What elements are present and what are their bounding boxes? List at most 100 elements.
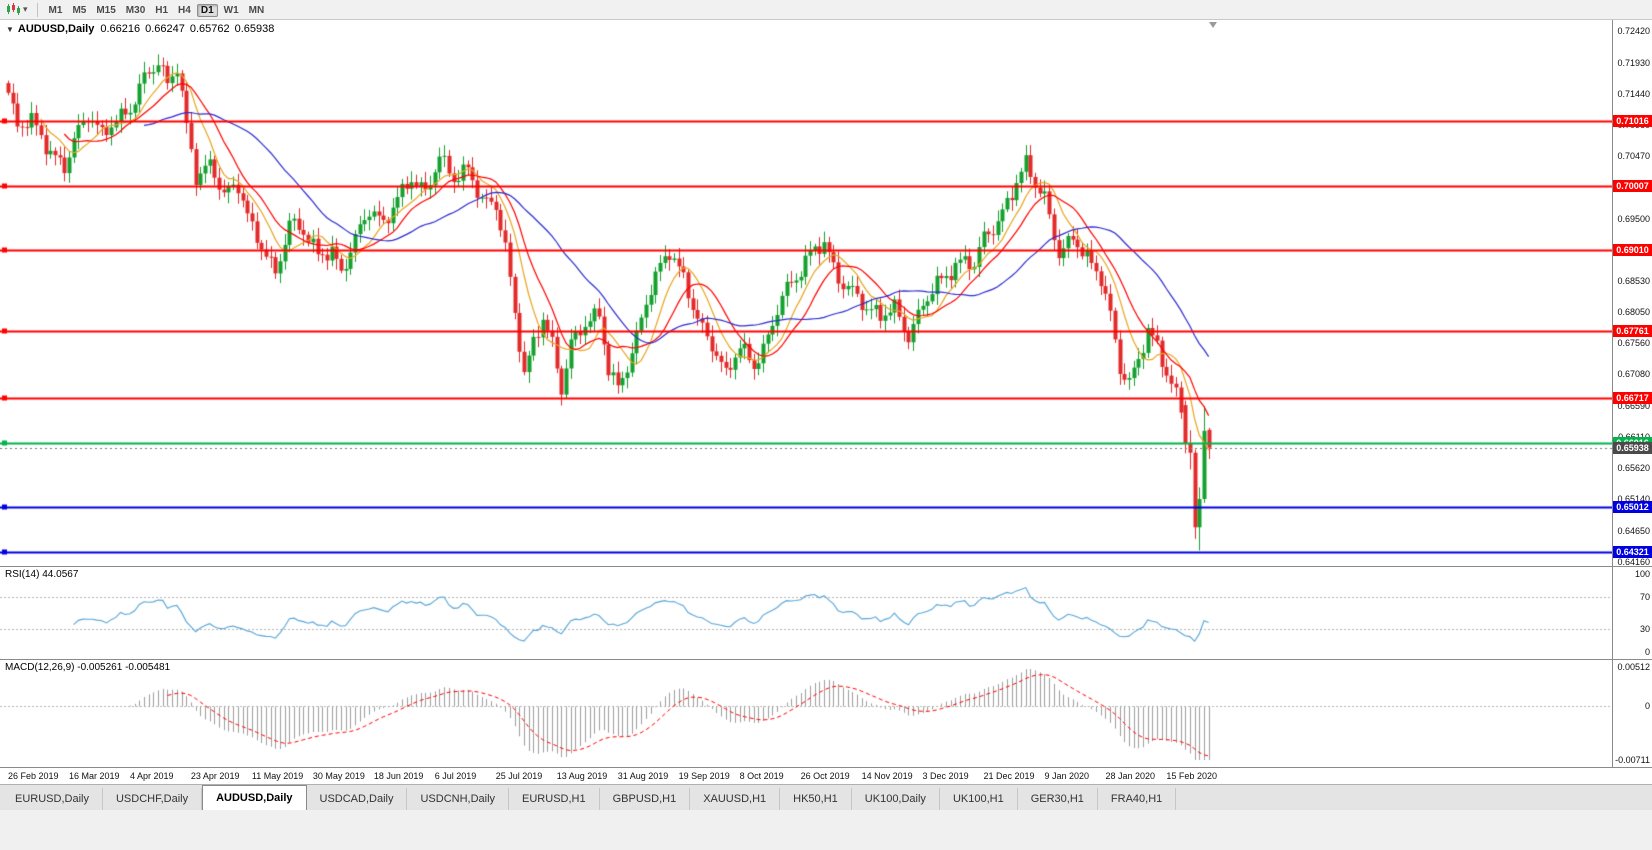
- date-label: 11 May 2019: [251, 771, 304, 781]
- timeframe-m30-button[interactable]: M30: [125, 5, 146, 16]
- chart-tab-uk100-h1[interactable]: UK100,H1: [939, 788, 1018, 810]
- date-label: 19 Sep 2019: [678, 771, 730, 781]
- rsi-canvas[interactable]: [0, 567, 1612, 659]
- date-label: 9 Jan 2020: [1044, 771, 1090, 781]
- date-label: 25 Jul 2019: [495, 771, 543, 781]
- timeframe-mn-button[interactable]: MN: [248, 5, 265, 16]
- chart-type-icon[interactable]: [6, 3, 21, 16]
- price-tick: 0.65620: [1617, 463, 1650, 474]
- macd-values: -0.005261 -0.005481: [77, 662, 171, 673]
- chart-tabs: EURUSD,Daily USDCHF,Daily AUDUSD,Daily USDC…: [0, 784, 1652, 810]
- date-label: 4 Apr 2019: [129, 771, 174, 781]
- price-chart-canvas[interactable]: [0, 20, 1612, 566]
- chart-tab-xauusd-h1[interactable]: XAUUSD,H1: [690, 788, 781, 810]
- date-label: 18 Jun 2019: [373, 771, 424, 781]
- date-label: 14 Nov 2019: [861, 771, 913, 781]
- chevron-down-icon[interactable]: ▾: [23, 4, 28, 14]
- price-tick: 0.71440: [1617, 89, 1650, 99]
- macd-indicator-panel: MACD(12,26,9) -0.005261 -0.005481 0.0051…: [0, 659, 1652, 767]
- date-label: 28 Jan 2020: [1105, 771, 1155, 781]
- date-label: 21 Dec 2019: [983, 771, 1035, 781]
- timeframe-toolbar: ▾ M1 M5 M15 M30 H1 H4 D1 W1 MN: [0, 0, 1652, 20]
- date-label: 8 Oct 2019: [739, 771, 784, 781]
- macd-canvas[interactable]: [0, 660, 1612, 767]
- price-tick: 0.70470: [1617, 151, 1650, 162]
- date-label: 31 Aug 2019: [617, 771, 669, 781]
- symbol-dropdown-icon[interactable]: ▼: [6, 25, 14, 34]
- rsi-tick: 100: [1634, 569, 1650, 579]
- level-price-label: 0.66717: [1613, 391, 1652, 404]
- chart-tab-eurusd-daily[interactable]: EURUSD,Daily: [2, 788, 103, 810]
- price-tick: 0.69500: [1617, 213, 1650, 224]
- price-tick: 0.65140: [1617, 494, 1650, 504]
- ohlc-close: 0.65938: [234, 23, 275, 35]
- chart-tab-audusd-daily[interactable]: AUDUSD,Daily: [202, 785, 307, 810]
- macd-tick: 0.00512: [1617, 662, 1650, 672]
- rsi-tick: 30: [1639, 623, 1650, 634]
- price-tick: 0.64160: [1617, 557, 1650, 567]
- macd-label: MACD(12,26,9) -0.005261 -0.005481: [5, 662, 170, 673]
- timeframe-h1-button[interactable]: H1: [155, 5, 169, 16]
- timeframe-h4-button[interactable]: H4: [178, 5, 191, 16]
- timeframe-buttons: M1 M5 M15 M30 H1 H4 D1 W1 MN: [44, 0, 270, 19]
- level-price-label: 0.64321: [1613, 545, 1652, 558]
- timeframe-m5-button[interactable]: M5: [72, 5, 87, 16]
- window-filler: [0, 810, 1652, 850]
- price-chart-panel: ▼ AUDUSD,Daily 0.66216 0.66247 0.65762 0.6593…: [0, 20, 1652, 567]
- chart-tab-uk100-daily[interactable]: UK100,Daily: [851, 788, 940, 810]
- price-tick: 0.67080: [1617, 369, 1650, 380]
- rsi-tick: 0: [1644, 647, 1650, 657]
- date-label: 30 May 2019: [312, 771, 365, 781]
- date-label: 26 Feb 2019: [8, 771, 59, 781]
- rsi-tick: 70: [1639, 592, 1650, 603]
- level-price-label: 0.69010: [1613, 244, 1652, 257]
- chart-tab-ger30-h1[interactable]: GER30,H1: [1017, 788, 1098, 810]
- timeframe-m15-button[interactable]: M15: [96, 5, 116, 16]
- price-tick: 0.68050: [1617, 306, 1650, 317]
- level-price-label: 0.65012: [1613, 501, 1652, 514]
- level-price-label: 0.67761: [1613, 324, 1652, 337]
- timeframe-m1-button[interactable]: M1: [48, 5, 63, 16]
- date-label: 26 Oct 2019: [800, 771, 850, 781]
- chart-tab-hk50-h1[interactable]: HK50,H1: [780, 788, 852, 810]
- chart-region: ▼ AUDUSD,Daily 0.66216 0.66247 0.65762 0.6593…: [0, 20, 1652, 784]
- rsi-axis[interactable]: 100 70 30 0: [1612, 567, 1652, 659]
- date-label: 3 Dec 2019: [922, 771, 969, 781]
- chart-tab-usdcnh-daily[interactable]: USDCNH,Daily: [407, 788, 510, 810]
- price-tick: 0.64650: [1617, 525, 1650, 536]
- date-label: 13 Aug 2019: [556, 771, 608, 781]
- time-axis[interactable]: 26 Feb 2019 16 Mar 2019 4 Apr 2019 23 Apr 2…: [0, 767, 1652, 784]
- rsi-label: RSI(14) 44.0567: [5, 569, 78, 580]
- toolbar-separator: [36, 2, 38, 17]
- timeframe-w1-button[interactable]: W1: [223, 5, 239, 16]
- rsi-indicator-panel: RSI(14) 44.0567 100 70 30 0: [0, 566, 1652, 659]
- chart-title: ▼ AUDUSD,Daily 0.66216 0.66247 0.65762 0.6593…: [6, 23, 279, 35]
- chart-shift-marker[interactable]: [1209, 22, 1217, 28]
- macd-tick: 0: [1644, 700, 1650, 711]
- price-tick: 0.67560: [1617, 338, 1650, 349]
- candlestick-icon: [7, 3, 20, 15]
- price-axis[interactable]: 0.724200.719300.714400.709600.704700.699…: [1612, 20, 1652, 567]
- price-tick: 0.66590: [1617, 400, 1650, 411]
- price-tick: 0.72420: [1617, 26, 1650, 36]
- macd-axis[interactable]: 0.00512 0 -0.00711: [1612, 660, 1652, 767]
- rsi-value: 44.0567: [42, 569, 79, 580]
- symbol-name: AUDUSD,Daily: [17, 23, 95, 35]
- ohlc-low: 0.65762: [189, 23, 230, 35]
- chart-tab-usdcad-daily[interactable]: USDCAD,Daily: [306, 788, 408, 810]
- level-price-label: 0.70007: [1613, 180, 1652, 193]
- ohlc-high: 0.66247: [145, 23, 185, 35]
- timeframe-d1-button[interactable]: D1: [196, 4, 218, 17]
- price-tick: 0.66110: [1618, 432, 1650, 442]
- chart-tab-fra40-h1[interactable]: FRA40,H1: [1097, 788, 1177, 810]
- current-price-label: 0.65938: [1613, 441, 1652, 454]
- date-label: 6 Jul 2019: [434, 771, 477, 781]
- date-label: 15 Feb 2020: [1166, 771, 1217, 781]
- chart-tab-eurusd-h1[interactable]: EURUSD,H1: [509, 788, 600, 810]
- chart-tab-usdchf-daily[interactable]: USDCHF,Daily: [102, 788, 203, 810]
- chart-tab-gbpusd-h1[interactable]: GBPUSD,H1: [599, 788, 691, 810]
- ohlc-open: 0.66216: [100, 23, 141, 35]
- price-tick: 0.68530: [1617, 276, 1650, 287]
- date-label: 23 Apr 2019: [190, 771, 240, 781]
